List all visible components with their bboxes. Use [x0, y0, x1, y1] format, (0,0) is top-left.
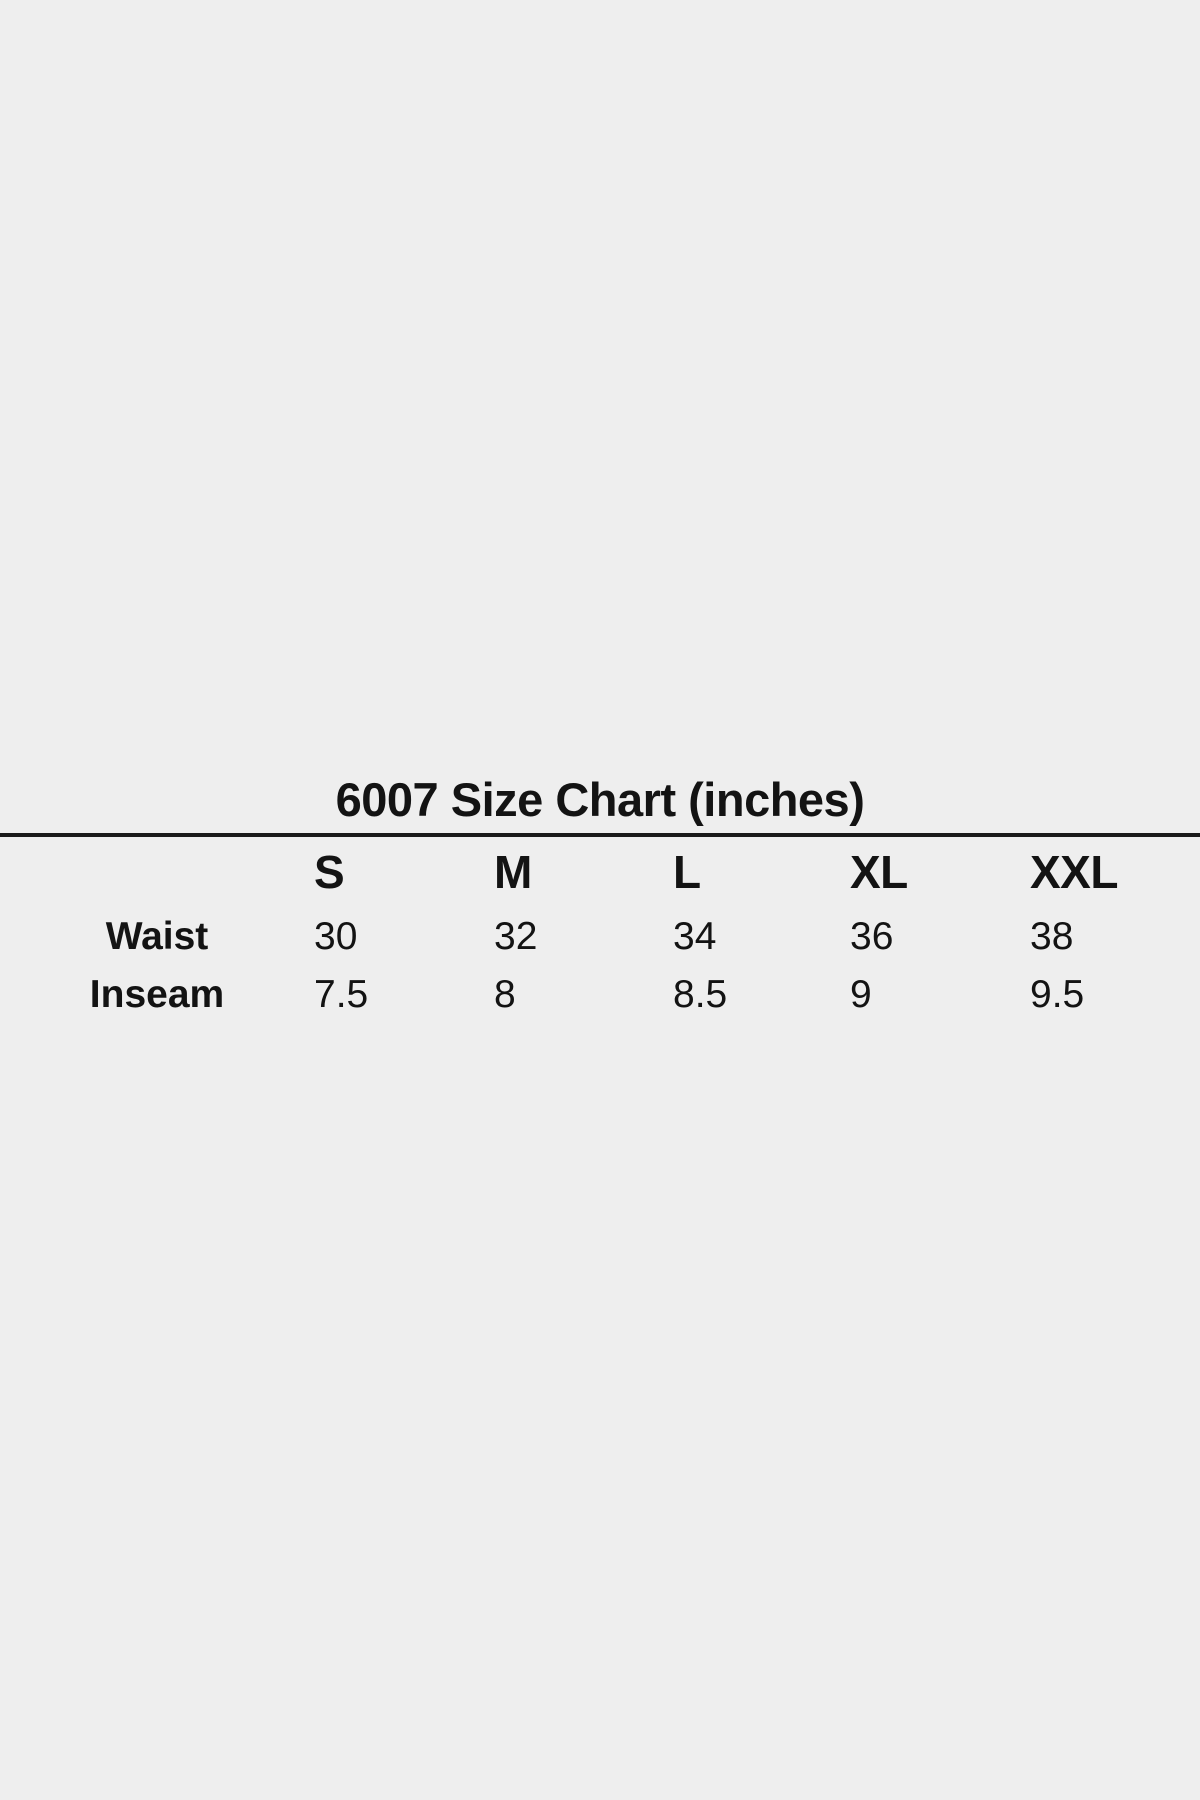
col-header-l: L — [673, 846, 701, 898]
row-label-waist: Waist — [105, 914, 209, 958]
waist-value-l: 34 — [673, 914, 717, 958]
col-header-s: S — [314, 846, 345, 898]
waist-value-xxl: 38 — [1030, 914, 1074, 958]
size-chart-table: S M L XL XXL Waist 30 32 34 36 38 Inseam… — [0, 837, 1200, 1023]
col-header-xl: XL — [850, 846, 908, 898]
title-divider-line — [0, 833, 1200, 837]
inseam-value-xxl: 9.5 — [1030, 972, 1085, 1016]
inseam-value-m: 8 — [494, 972, 516, 1016]
waist-value-m: 32 — [494, 914, 538, 958]
size-chart-title: 6007 Size Chart (inches) — [335, 773, 865, 826]
inseam-value-l: 8.5 — [673, 972, 728, 1016]
table-corner-cell — [0, 837, 314, 907]
waist-value-s: 30 — [314, 914, 358, 958]
waist-value-xl: 36 — [850, 914, 894, 958]
row-label-inseam: Inseam — [89, 972, 225, 1016]
col-header-xxl: XXL — [1030, 846, 1118, 898]
col-header-m: M — [494, 846, 532, 898]
inseam-value-xl: 9 — [850, 972, 872, 1016]
inseam-value-s: 7.5 — [314, 972, 369, 1016]
